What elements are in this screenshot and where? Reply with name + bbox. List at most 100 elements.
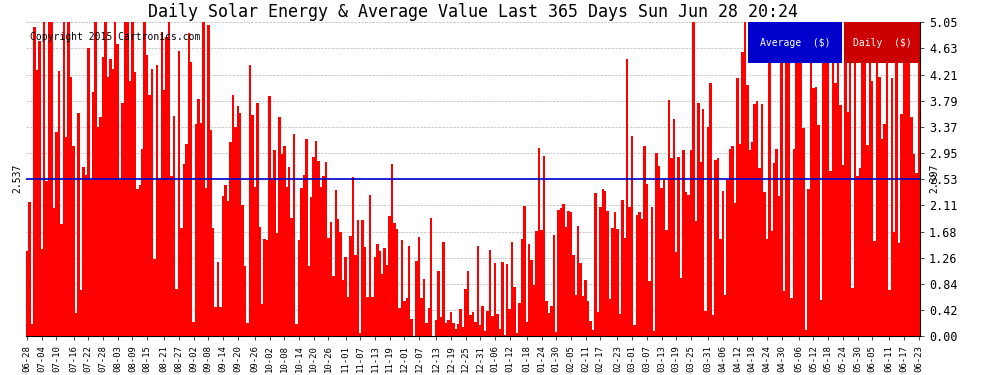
Title: Daily Solar Energy & Average Value Last 365 Days Sun Jun 28 20:24: Daily Solar Energy & Average Value Last … <box>148 3 798 21</box>
Bar <box>783 291 785 336</box>
Bar <box>416 261 418 336</box>
Bar <box>443 242 445 336</box>
Bar <box>822 22 825 336</box>
Bar <box>471 312 474 336</box>
Bar <box>602 189 604 336</box>
Text: Copyright 2015 Cartronics.com: Copyright 2015 Cartronics.com <box>31 32 201 42</box>
Bar <box>469 315 471 336</box>
Bar <box>648 282 650 336</box>
Bar <box>680 278 682 336</box>
Bar <box>200 123 202 336</box>
Bar <box>190 62 192 336</box>
Bar <box>256 104 258 336</box>
Bar <box>496 314 499 336</box>
Bar <box>494 264 496 336</box>
Bar <box>835 83 837 336</box>
Bar <box>242 205 244 336</box>
Bar <box>170 176 173 336</box>
Bar <box>516 333 518 336</box>
Bar <box>888 290 891 336</box>
Bar <box>129 81 131 336</box>
Bar <box>670 158 672 336</box>
Bar <box>229 142 232 336</box>
Bar <box>173 116 175 336</box>
Bar <box>714 160 717 336</box>
Bar <box>60 224 62 336</box>
Bar <box>393 223 396 336</box>
Bar <box>327 238 330 336</box>
Bar <box>232 95 234 336</box>
Bar <box>770 231 773 336</box>
Bar <box>655 153 658 336</box>
Bar <box>607 211 609 336</box>
Bar <box>717 158 719 336</box>
Bar <box>903 22 905 336</box>
Bar <box>217 262 220 336</box>
Bar <box>667 100 670 336</box>
Bar <box>290 218 293 336</box>
Bar <box>43 22 46 336</box>
Bar <box>526 322 528 336</box>
Bar <box>587 301 589 336</box>
Bar <box>755 101 758 336</box>
Bar <box>626 59 629 336</box>
Bar <box>148 94 150 336</box>
Bar <box>266 240 268 336</box>
Bar <box>795 37 798 336</box>
Bar <box>748 150 751 336</box>
Bar <box>705 311 707 336</box>
Bar <box>793 149 795 336</box>
Bar <box>239 114 242 336</box>
Bar <box>574 295 577 336</box>
Bar <box>564 227 567 336</box>
Bar <box>634 325 636 336</box>
Bar <box>383 248 386 336</box>
Bar <box>168 22 170 336</box>
Bar <box>144 22 146 336</box>
Bar <box>342 280 345 336</box>
Bar <box>518 303 521 336</box>
Bar <box>790 298 793 336</box>
Bar <box>310 197 313 336</box>
Bar <box>878 76 881 336</box>
Bar <box>369 195 371 336</box>
Bar <box>908 22 910 336</box>
Bar <box>846 112 849 336</box>
Bar <box>253 187 256 336</box>
Bar <box>734 204 737 336</box>
Bar <box>408 246 411 336</box>
Bar <box>662 179 665 336</box>
Bar <box>406 298 408 336</box>
Bar <box>26 251 29 336</box>
Bar <box>197 99 200 336</box>
Bar <box>131 22 134 336</box>
Bar <box>247 324 248 336</box>
Bar <box>153 259 155 336</box>
Bar <box>746 85 748 336</box>
Bar <box>863 22 866 336</box>
Bar <box>258 227 261 336</box>
Bar <box>202 22 205 336</box>
Bar <box>313 156 315 336</box>
Bar <box>896 22 898 336</box>
Bar <box>378 251 381 336</box>
Bar <box>77 112 80 336</box>
Bar <box>298 240 300 336</box>
Bar <box>476 246 479 336</box>
Bar <box>445 323 447 336</box>
Bar <box>484 331 486 336</box>
Bar <box>599 207 602 336</box>
Bar <box>719 238 722 336</box>
Bar <box>376 244 378 336</box>
Bar <box>905 53 908 336</box>
Bar <box>293 134 295 336</box>
Bar <box>335 190 337 336</box>
Bar <box>87 48 89 336</box>
Bar <box>46 181 48 336</box>
Bar <box>815 87 817 336</box>
Bar <box>820 300 822 336</box>
Bar <box>288 166 290 336</box>
Bar <box>837 22 840 336</box>
Bar <box>604 191 607 336</box>
Bar <box>449 312 452 336</box>
